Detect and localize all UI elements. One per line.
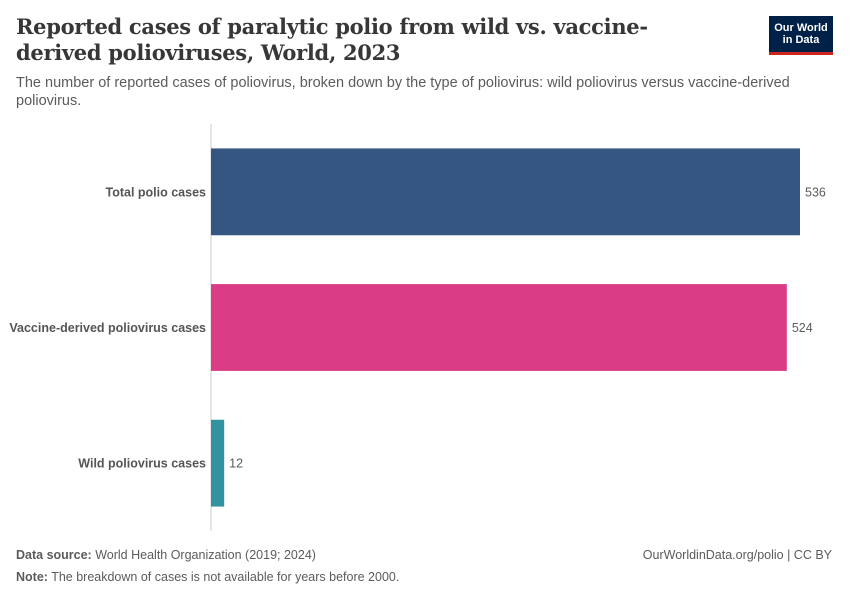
chart-title: Reported cases of paralytic polio from w… — [16, 14, 648, 65]
owid-logo[interactable]: Our World in Data — [769, 16, 833, 55]
source-url-link[interactable]: OurWorldinData.org/polio | CC BY — [642, 548, 832, 562]
logo-line-2: in Data — [782, 34, 820, 46]
bar[interactable] — [211, 284, 787, 371]
note-label: Note: — [16, 570, 48, 584]
value-label: 524 — [792, 321, 813, 335]
category-label: Wild poliovirus cases — [78, 457, 206, 471]
value-label: 536 — [805, 185, 826, 199]
data-source: Data source: World Health Organization (… — [16, 548, 316, 562]
category-label: Vaccine-derived poliovirus cases — [9, 321, 206, 335]
bar[interactable] — [211, 148, 800, 236]
category-label: Total polio cases — [106, 185, 207, 199]
bar[interactable] — [211, 419, 225, 507]
note-text: The breakdown of cases is not available … — [51, 570, 400, 584]
value-label: 12 — [229, 457, 243, 471]
source-label: Data source: — [16, 548, 92, 562]
source-text: World Health Organization (2019; 2024) — [95, 548, 316, 562]
chart-subtitle: The number of reported cases of poliovir… — [16, 75, 790, 109]
logo-line-1: Our World — [774, 22, 828, 34]
note: Note: The breakdown of cases is not avai… — [16, 570, 399, 584]
